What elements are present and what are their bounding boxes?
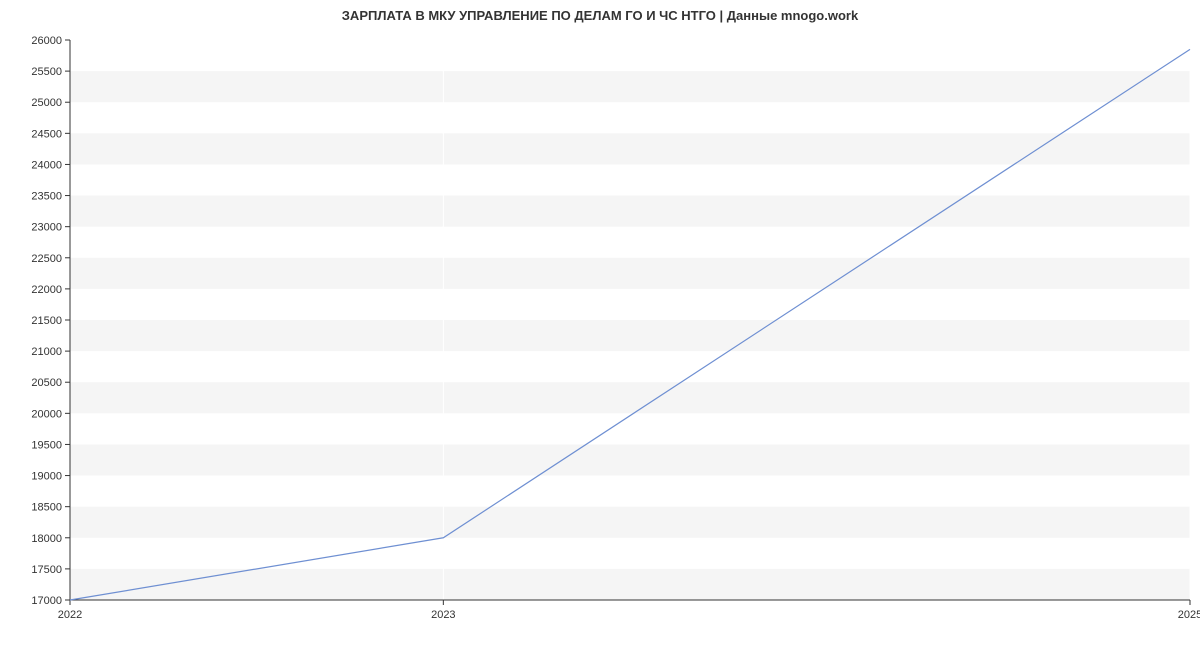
y-tick-label: 24500 <box>31 128 62 140</box>
x-tick-label: 2022 <box>58 609 82 621</box>
y-tick-label: 21000 <box>31 346 62 358</box>
y-tick-label: 20500 <box>31 377 62 389</box>
chart-title: ЗАРПЛАТА В МКУ УПРАВЛЕНИЕ ПО ДЕЛАМ ГО И … <box>0 8 1200 23</box>
y-tick-label: 25000 <box>31 97 62 109</box>
y-tick-label: 17000 <box>31 595 62 607</box>
x-tick-label: 2025 <box>1178 609 1200 621</box>
x-tick-label: 2023 <box>431 609 455 621</box>
y-tick-label: 19500 <box>31 439 62 451</box>
y-tick-label: 23500 <box>31 191 62 203</box>
y-tick-label: 24000 <box>31 159 62 171</box>
y-tick-label: 21500 <box>31 315 62 327</box>
salary-line-chart: ЗАРПЛАТА В МКУ УПРАВЛЕНИЕ ПО ДЕЛАМ ГО И … <box>0 0 1200 650</box>
chart-svg: 17000 17500 18000 18500 19000 19500 20000 20500… <box>0 0 1200 650</box>
y-tick-label: 19000 <box>31 471 62 483</box>
y-tick-label: 22500 <box>31 253 62 265</box>
y-tick-label: 18000 <box>31 533 62 545</box>
y-tick-label: 20000 <box>31 408 62 420</box>
y-tick-label: 23000 <box>31 222 62 234</box>
y-tick-label: 22000 <box>31 284 62 296</box>
y-tick-label: 25500 <box>31 66 62 78</box>
y-tick-label: 18500 <box>31 502 62 514</box>
y-tick-label: 26000 <box>31 35 62 47</box>
y-tick-label: 17500 <box>31 564 62 576</box>
